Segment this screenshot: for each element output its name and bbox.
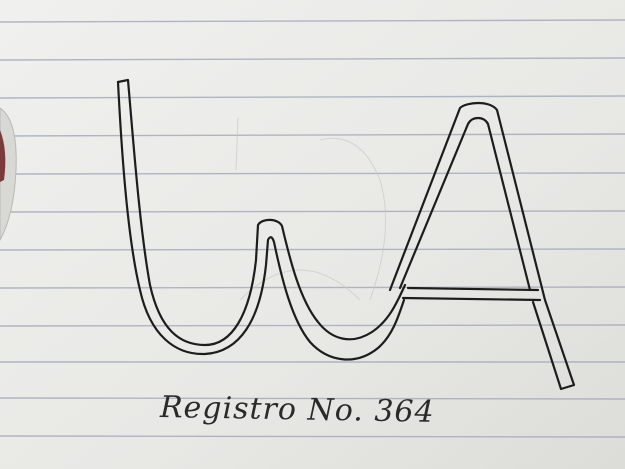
pencil-mark [235, 117, 239, 171]
pencil-arc [319, 137, 387, 301]
letter-w-inner-outline [116, 80, 406, 361]
letter-a-outer-outline [388, 101, 576, 391]
letter-w-outer-outline [116, 78, 407, 347]
rule-line [0, 397, 625, 400]
clip-object [0, 107, 17, 242]
pencil-guides [235, 117, 387, 301]
rule-line [0, 133, 625, 137]
letter-a-inner-outline [398, 116, 532, 292]
letter-a-crossbar [401, 286, 542, 302]
rule-line [0, 248, 625, 251]
rule-line [0, 95, 625, 99]
rule-line [0, 286, 625, 289]
rule-line [0, 324, 625, 327]
rule-line [0, 57, 625, 61]
monogram-wa [116, 78, 576, 391]
rule-line [0, 210, 625, 213]
pencil-arc [239, 269, 361, 301]
rule-line [0, 435, 625, 438]
rule-line [0, 172, 625, 175]
ruled-lines [0, 19, 625, 438]
registry-caption: Registro No. 364 [159, 390, 435, 430]
rule-line [0, 19, 625, 23]
